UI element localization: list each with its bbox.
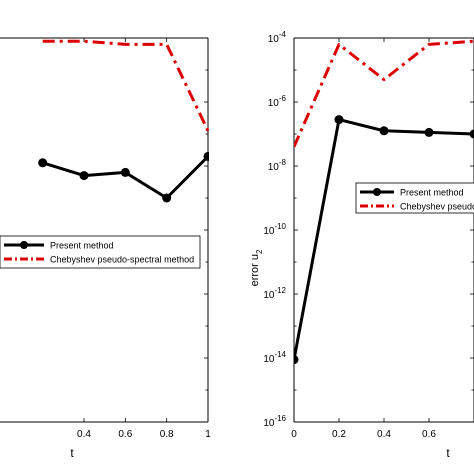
series-line-2 bbox=[294, 39, 474, 148]
data-point bbox=[79, 171, 89, 181]
x-axis-label: t bbox=[70, 446, 74, 460]
series-line-2 bbox=[42, 39, 209, 132]
chart-panel-2: 10-4 10-6 10-8 10-10 10-12 10-14 10-16 0 0.2 0.4 0… bbox=[249, 30, 474, 460]
x-tick-label: 0.6 bbox=[118, 429, 132, 440]
x-tick-label: 0.4 bbox=[377, 429, 391, 440]
legend-label-2: Chebyshev pseudo bbox=[400, 202, 474, 212]
data-point bbox=[294, 355, 299, 365]
y-tick-label: 10-12 bbox=[263, 286, 286, 301]
y-tick-label: 10-8 bbox=[268, 158, 287, 173]
y-tick-label: 10-10 bbox=[263, 222, 286, 237]
series-line-1 bbox=[42, 155, 209, 200]
y-tick-label: 10-6 bbox=[268, 94, 287, 109]
x-tick-label: 0.4 bbox=[77, 429, 91, 440]
series-line-1 bbox=[294, 118, 474, 360]
y-tick-label: 10-16 bbox=[263, 414, 286, 429]
data-point bbox=[203, 151, 209, 161]
y-tick-label: 10-14 bbox=[263, 350, 286, 365]
plot-area bbox=[294, 39, 474, 365]
x-tick-label: 0.2 bbox=[332, 429, 346, 440]
data-point bbox=[120, 167, 130, 177]
plot-area bbox=[38, 39, 209, 203]
legend-marker bbox=[373, 188, 381, 196]
x-tick-label: 0.6 bbox=[422, 429, 436, 440]
data-point bbox=[334, 115, 344, 125]
data-point bbox=[38, 158, 48, 168]
x-tick-label: 1 bbox=[205, 429, 211, 440]
x-axis-label: t bbox=[446, 446, 450, 460]
legend-box bbox=[0, 235, 201, 269]
y-axis-label: error u2 bbox=[249, 249, 264, 286]
data-point bbox=[469, 129, 474, 139]
legend-label-2: Chebyshev pseudo-spectral method bbox=[50, 255, 194, 265]
data-point bbox=[424, 127, 434, 137]
legend-label-1: Present method bbox=[50, 241, 114, 251]
legend-label-1: Present method bbox=[400, 188, 464, 198]
chart-panel-1: 0.4 0.6 0.8 1 t Present method Chebyshev pseud… bbox=[0, 37, 211, 460]
data-point bbox=[162, 193, 172, 203]
y-tick-label: 10-4 bbox=[268, 30, 287, 45]
data-point bbox=[379, 126, 389, 136]
legend: Present method Chebyshev pseudo-spectral … bbox=[0, 235, 201, 269]
x-tick-label: 0 bbox=[291, 429, 297, 440]
legend-marker bbox=[20, 241, 28, 249]
x-tick-label: 0.8 bbox=[160, 429, 174, 440]
legend-box bbox=[355, 182, 474, 214]
legend: Present method Chebyshev pseudo bbox=[355, 182, 474, 214]
